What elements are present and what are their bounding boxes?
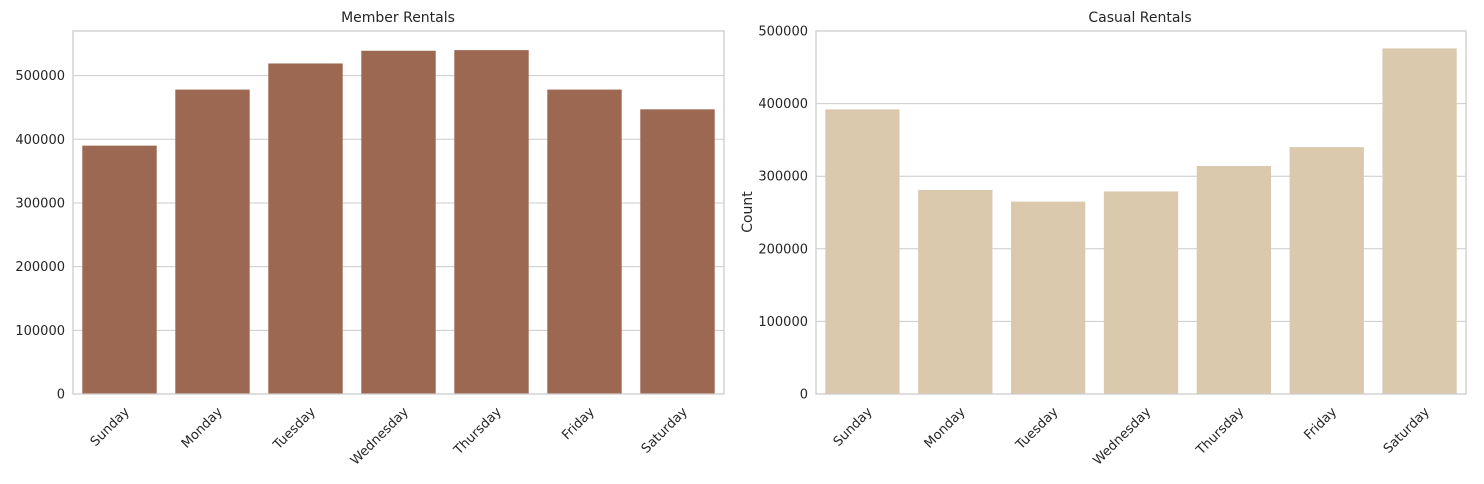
x-tick-label: Sunday: [88, 404, 133, 449]
bar-monday: [175, 89, 250, 394]
x-tick-label: Thursday: [1193, 404, 1247, 458]
chart-title: Member Rentals: [341, 10, 455, 26]
y-tick-label: 0: [57, 388, 65, 403]
plot-frame: [72, 30, 725, 395]
chart-title: Casual Rentals: [1088, 10, 1191, 26]
y-tick-label: 300000: [15, 196, 65, 211]
x-tick-label: Tuesday: [1013, 404, 1062, 453]
x-tick-label: Tuesday: [270, 404, 319, 453]
y-tick-label: 200000: [15, 260, 65, 275]
x-tick-label: Wednesday: [348, 404, 412, 468]
bar-wednesday: [361, 50, 436, 395]
y-tick-label: 0: [800, 388, 808, 403]
plot-frame: [815, 30, 1467, 395]
x-tick-label: Wednesday: [1090, 404, 1154, 468]
y-tick-label: 400000: [758, 97, 808, 112]
casual-rentals-chart: Casual Rentals Count 0 100000 200000 300000…: [740, 10, 1467, 468]
x-tick-label: Friday: [1302, 404, 1341, 443]
bar-wednesday: [1103, 191, 1179, 394]
y-tick-label: 300000: [758, 170, 808, 185]
bar-sunday: [82, 145, 157, 394]
x-tick-label: Friday: [559, 404, 598, 443]
bar-thursday: [454, 50, 529, 395]
x-tick-labels: Sunday Monday Tuesday Wednesday Thursday Frid…: [831, 404, 1433, 468]
y-tick-label: 100000: [15, 324, 65, 339]
y-tick-label: 100000: [758, 315, 808, 330]
y-tick-labels: 0 100000 200000 300000 400000 500000: [15, 69, 65, 402]
x-tick-label: Saturday: [639, 404, 691, 456]
bar-friday: [1289, 147, 1364, 394]
bar-friday: [547, 89, 622, 394]
x-tick-label: Monday: [922, 404, 969, 451]
x-tick-label: Monday: [179, 404, 226, 451]
bar-tuesday: [268, 63, 343, 395]
bars: [825, 48, 1457, 395]
bar-thursday: [1196, 166, 1271, 394]
y-tick-labels: 0 100000 200000 300000 400000 500000: [758, 25, 808, 403]
bars: [82, 50, 715, 395]
y-tick-label: 200000: [758, 242, 808, 257]
bar-monday: [918, 189, 993, 394]
x-tick-labels: Sunday Monday Tuesday Wednesday Thursday Frid…: [88, 404, 691, 468]
bar-saturday: [1382, 48, 1457, 394]
y-axis-label: Count: [740, 191, 756, 233]
bar-saturday: [640, 109, 715, 395]
y-tick-label: 500000: [758, 25, 808, 40]
bar-sunday: [825, 109, 900, 395]
x-tick-label: Thursday: [451, 404, 505, 458]
y-tick-label: 400000: [15, 133, 65, 148]
x-tick-label: Sunday: [831, 404, 876, 449]
member-rentals-chart: Member Rentals 0 100000 200000 300000 400000…: [15, 10, 725, 468]
y-tick-label: 500000: [15, 69, 65, 84]
bar-tuesday: [1011, 201, 1086, 394]
x-tick-label: Saturday: [1381, 404, 1433, 456]
